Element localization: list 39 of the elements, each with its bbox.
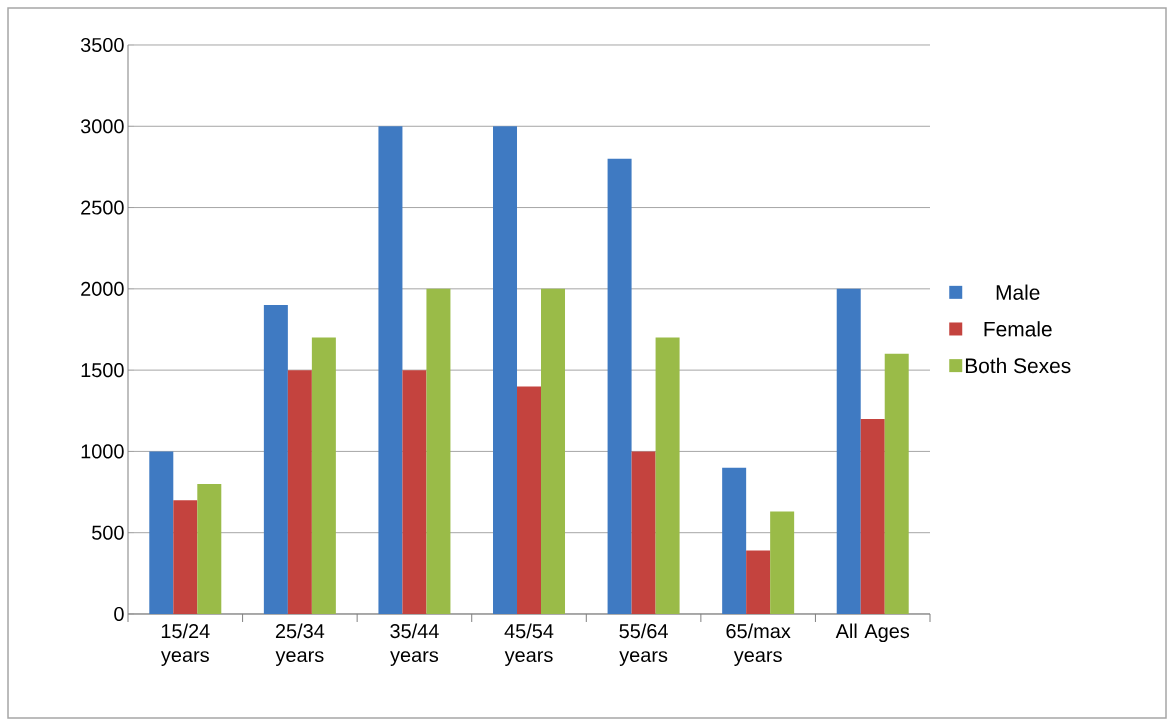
bar: [149, 451, 174, 614]
bar: [836, 288, 861, 614]
x-tick-label: 55/64 years: [619, 623, 668, 666]
bar: [631, 451, 656, 614]
y-tick-label: 500: [92, 525, 124, 540]
bar: [722, 467, 747, 614]
y-tick-label: 1500: [81, 363, 124, 378]
y-tick-label: 2000: [81, 281, 124, 296]
y-tick-label: 1000: [81, 444, 124, 459]
bar: [197, 483, 222, 614]
bar: [860, 418, 885, 614]
bar: [173, 500, 198, 614]
bar: [311, 337, 336, 614]
bar: [770, 511, 795, 614]
x-tick-label: 15/24 years: [160, 623, 210, 666]
legend-label: Male: [996, 284, 1040, 300]
x-tick-label: 65/max years: [726, 623, 791, 666]
bar: [493, 126, 518, 614]
x-tick-label: 25/34 years: [275, 623, 325, 666]
y-tick-label: 3500: [80, 37, 124, 53]
y-tick-label: 3000: [80, 119, 124, 134]
bar: [287, 370, 312, 614]
x-tick-label: 45/54 years: [504, 623, 554, 666]
bar: [402, 370, 427, 614]
legend-label: Female: [984, 321, 1052, 337]
bar: [263, 305, 288, 614]
bar: [884, 353, 909, 614]
bar: [426, 288, 451, 614]
y-tick-label: 2500: [81, 200, 124, 215]
bar: [746, 550, 771, 614]
bar: [378, 126, 403, 614]
x-tick-label: 35/44 years: [390, 623, 439, 666]
legend-label: Both Sexes: [965, 357, 1071, 374]
x-tick-label: All Ages: [835, 623, 910, 643]
bar: [607, 158, 632, 614]
y-tick-label: 0: [114, 606, 124, 622]
bar: [655, 337, 680, 614]
bar: [541, 288, 566, 614]
bar: [517, 386, 542, 614]
